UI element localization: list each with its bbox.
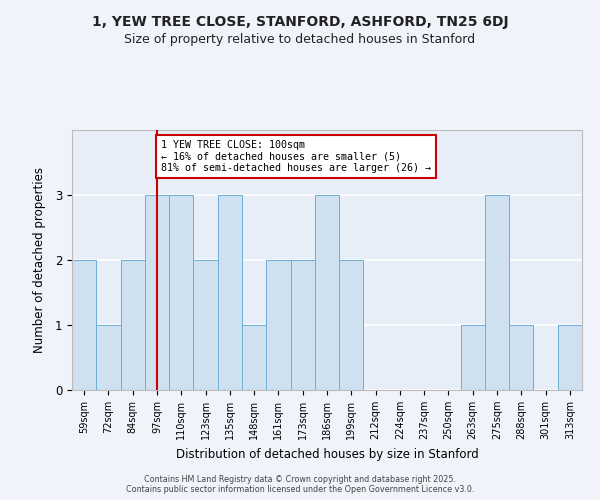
- Bar: [290, 260, 315, 390]
- Bar: [558, 325, 582, 390]
- Bar: [485, 195, 509, 390]
- Bar: [145, 195, 169, 390]
- Bar: [96, 325, 121, 390]
- Text: Size of property relative to detached houses in Stanford: Size of property relative to detached ho…: [124, 32, 476, 46]
- Bar: [315, 195, 339, 390]
- Text: 1 YEW TREE CLOSE: 100sqm
← 16% of detached houses are smaller (5)
81% of semi-de: 1 YEW TREE CLOSE: 100sqm ← 16% of detach…: [161, 140, 431, 173]
- Bar: [266, 260, 290, 390]
- X-axis label: Distribution of detached houses by size in Stanford: Distribution of detached houses by size …: [176, 448, 478, 460]
- Bar: [509, 325, 533, 390]
- Text: Contains HM Land Registry data © Crown copyright and database right 2025.: Contains HM Land Registry data © Crown c…: [144, 475, 456, 484]
- Text: Contains public sector information licensed under the Open Government Licence v3: Contains public sector information licen…: [126, 485, 474, 494]
- Bar: [193, 260, 218, 390]
- Bar: [339, 260, 364, 390]
- Bar: [169, 195, 193, 390]
- Bar: [72, 260, 96, 390]
- Bar: [218, 195, 242, 390]
- Bar: [461, 325, 485, 390]
- Y-axis label: Number of detached properties: Number of detached properties: [34, 167, 46, 353]
- Text: 1, YEW TREE CLOSE, STANFORD, ASHFORD, TN25 6DJ: 1, YEW TREE CLOSE, STANFORD, ASHFORD, TN…: [92, 15, 508, 29]
- Bar: [121, 260, 145, 390]
- Bar: [242, 325, 266, 390]
